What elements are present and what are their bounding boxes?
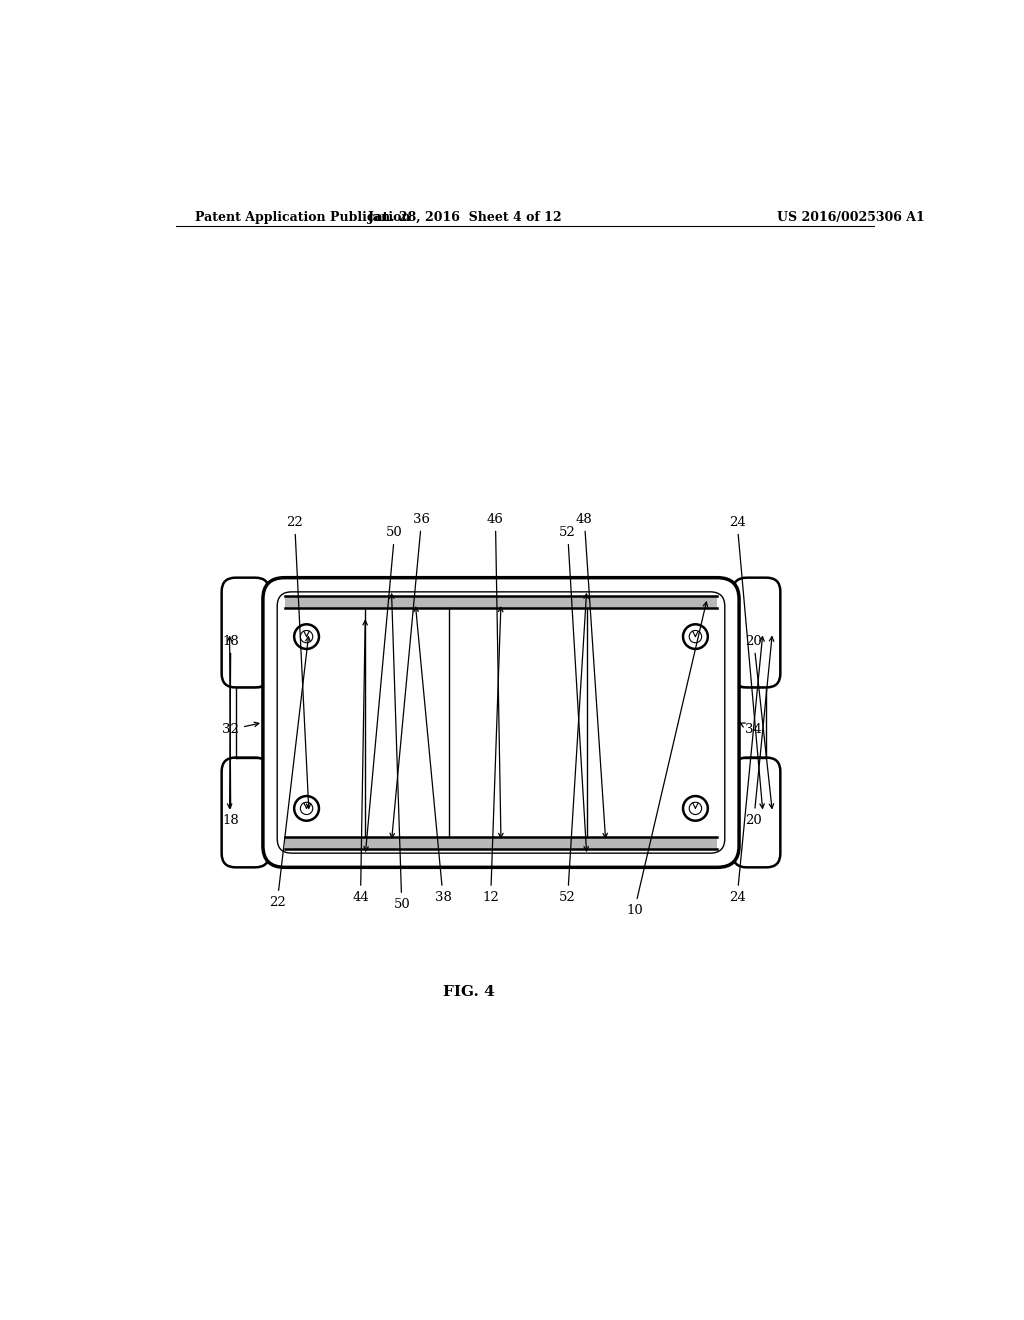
Bar [285,595,718,609]
Text: 44: 44 [352,620,369,904]
Circle shape [294,624,318,649]
Text: 18: 18 [222,636,240,826]
FancyBboxPatch shape [733,578,780,688]
FancyBboxPatch shape [733,758,780,867]
Text: 32: 32 [222,722,259,737]
Text: 20: 20 [745,636,774,826]
Text: 20: 20 [745,635,774,808]
Text: 50: 50 [364,525,403,851]
Text: FIG. 4: FIG. 4 [443,985,496,999]
Text: 10: 10 [626,602,708,917]
Circle shape [294,796,318,821]
Circle shape [683,624,708,649]
Text: 12: 12 [482,607,503,904]
Text: US 2016/0025306 A1: US 2016/0025306 A1 [777,211,925,224]
Text: 50: 50 [389,594,411,911]
Text: 22: 22 [269,636,310,909]
Text: Patent Application Publication: Patent Application Publication [196,211,411,224]
Circle shape [683,796,708,821]
Text: 38: 38 [414,607,452,904]
Text: 52: 52 [559,594,589,904]
Bar [285,837,718,849]
FancyBboxPatch shape [221,578,269,688]
Text: 24: 24 [729,516,764,808]
Text: 22: 22 [287,516,310,808]
Text: Jan. 28, 2016  Sheet 4 of 12: Jan. 28, 2016 Sheet 4 of 12 [368,211,562,224]
Text: 46: 46 [487,512,504,838]
Text: 34: 34 [740,723,762,737]
Text: 48: 48 [575,512,607,838]
FancyBboxPatch shape [263,578,739,867]
Text: 18: 18 [222,635,240,808]
Text: 24: 24 [729,636,764,904]
FancyBboxPatch shape [221,758,269,867]
Text: 36: 36 [390,512,430,838]
Text: 52: 52 [559,525,589,851]
